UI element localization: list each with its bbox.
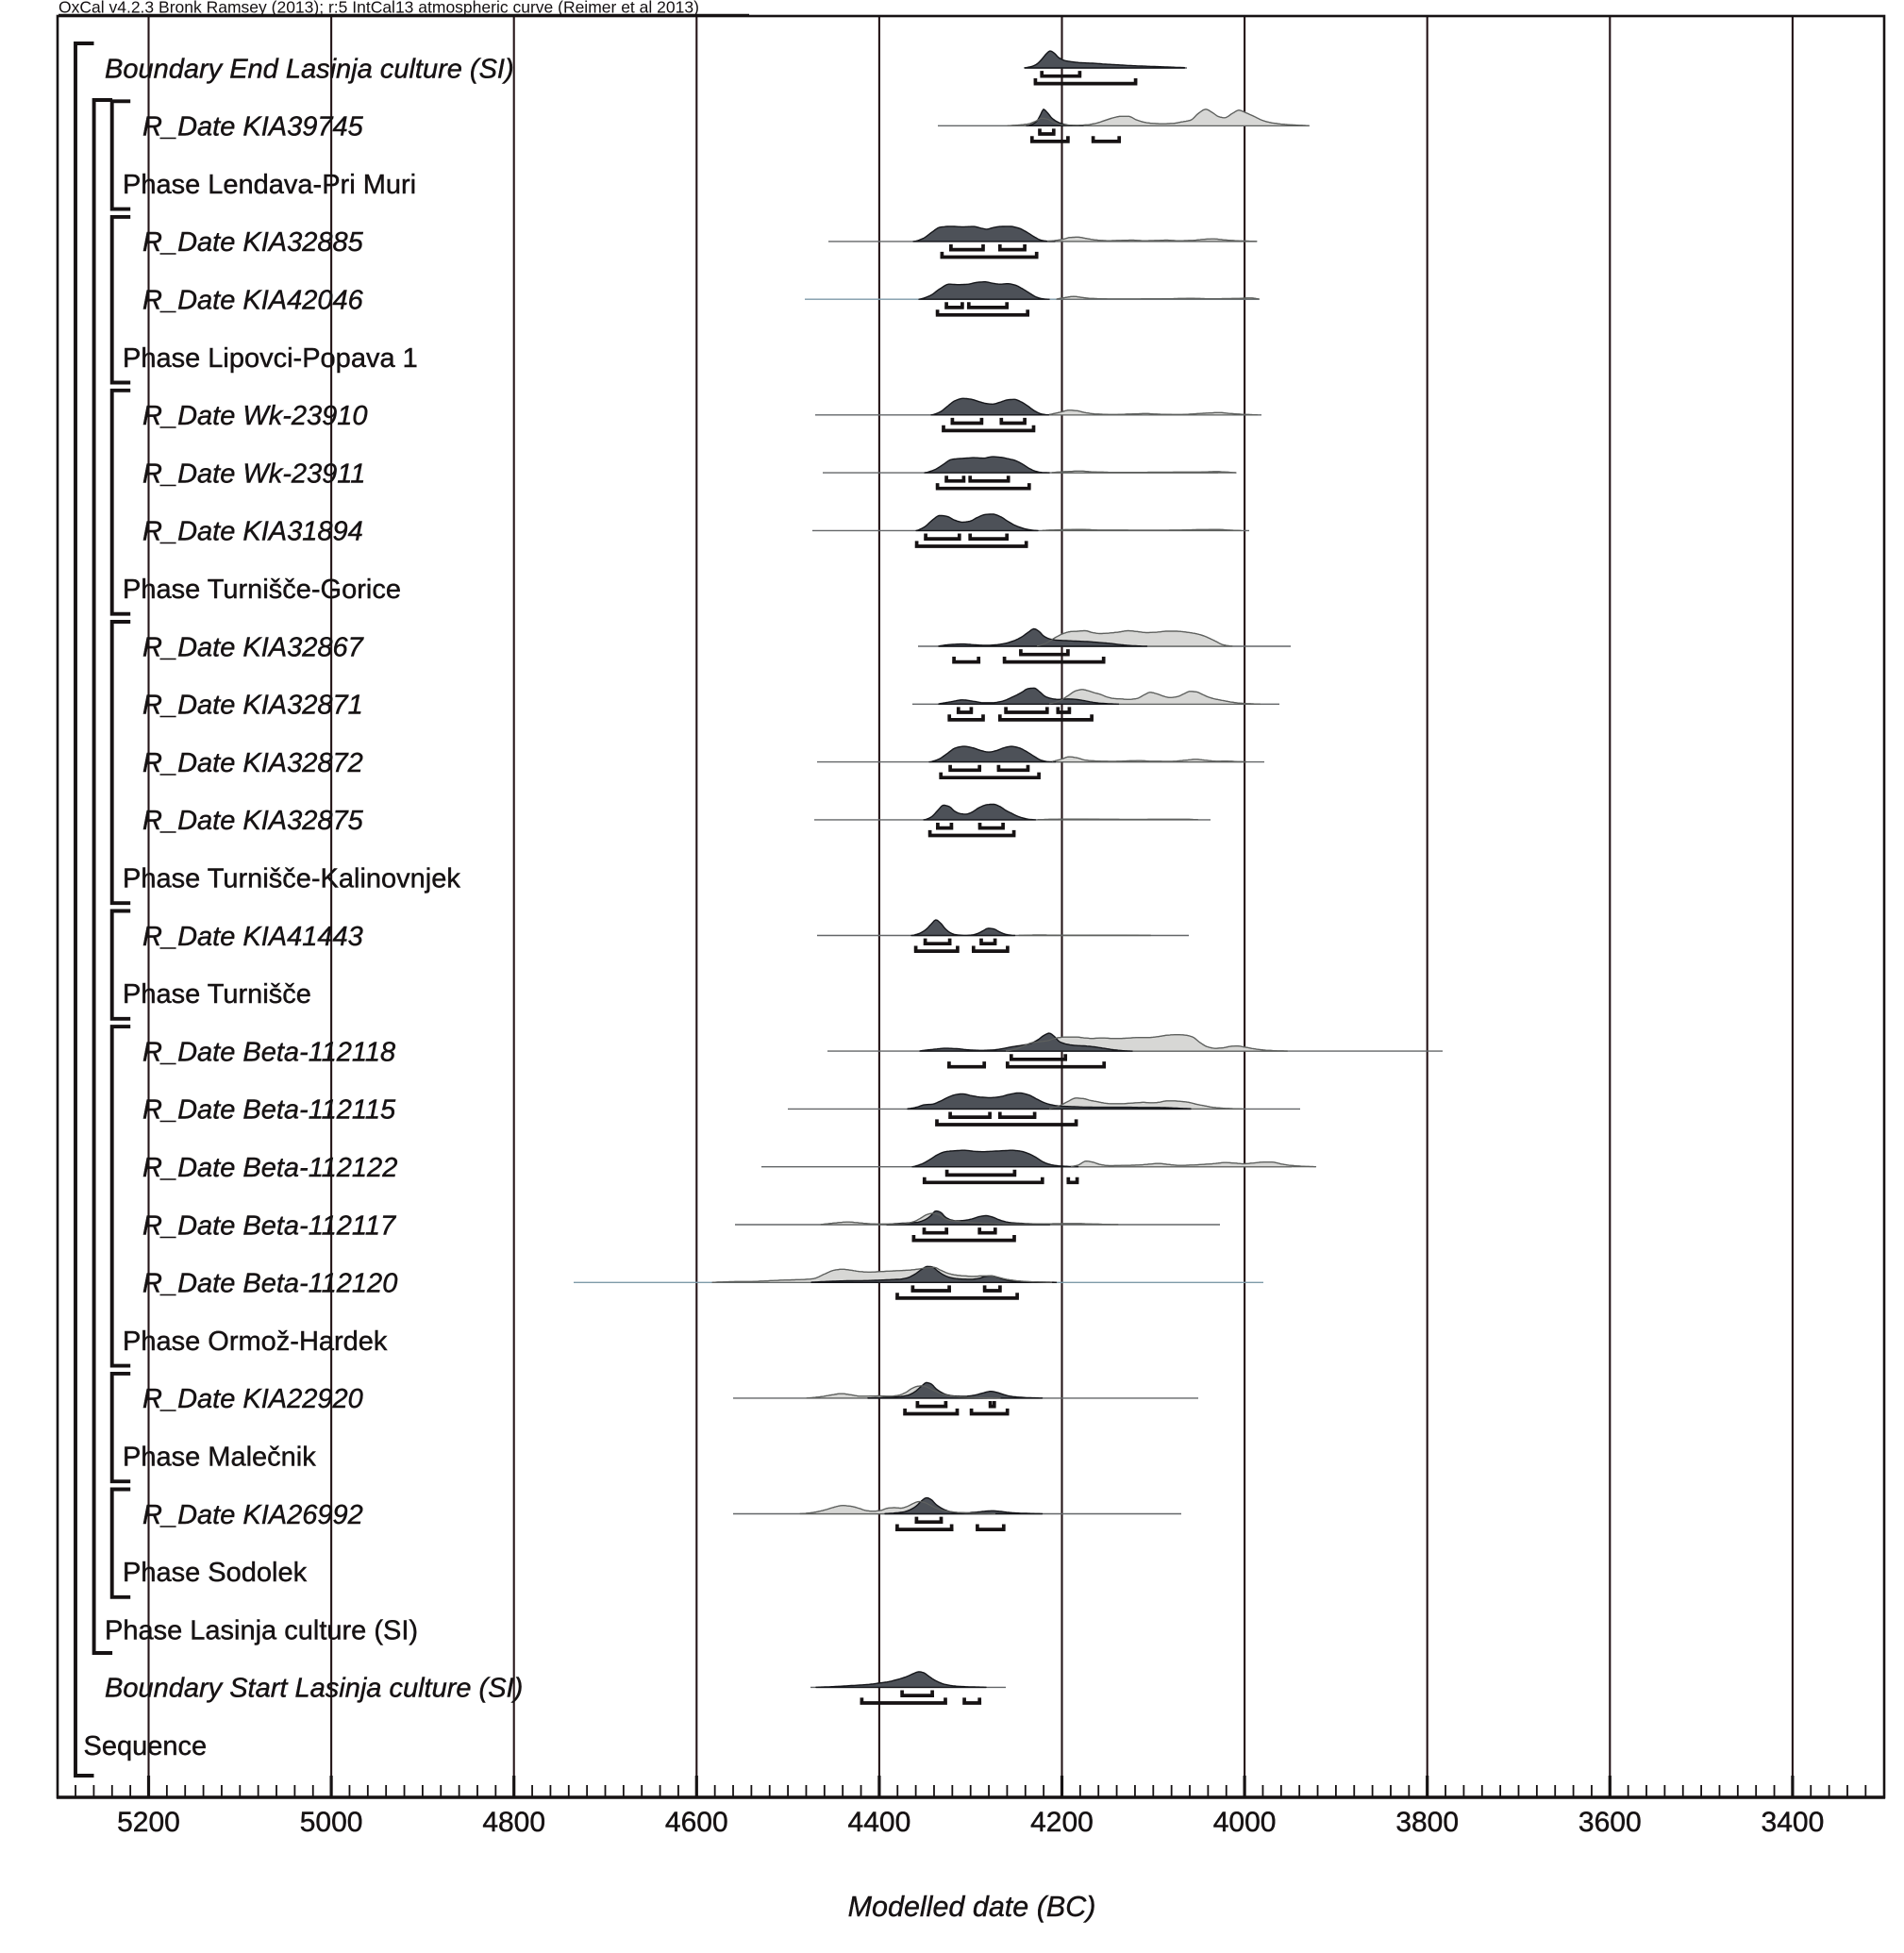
svg-text:R_Date KIA42046: R_Date KIA42046 xyxy=(142,286,364,316)
svg-text:Sequence: Sequence xyxy=(84,1731,208,1761)
svg-text:R_Date KIA32875: R_Date KIA32875 xyxy=(142,806,364,836)
svg-text:4800: 4800 xyxy=(482,1807,545,1838)
svg-text:Phase Turnišče: Phase Turnišče xyxy=(123,979,311,1010)
svg-text:Phase Lipovci-Popava 1: Phase Lipovci-Popava 1 xyxy=(123,343,418,374)
svg-text:R_Date KIA32867: R_Date KIA32867 xyxy=(142,632,365,662)
svg-text:R_Date KIA32872: R_Date KIA32872 xyxy=(142,748,363,778)
svg-text:R_Date KIA31894: R_Date KIA31894 xyxy=(142,517,363,547)
svg-text:R_Date KIA39745: R_Date KIA39745 xyxy=(142,112,364,142)
svg-text:R_Date Beta-112122: R_Date Beta-112122 xyxy=(142,1153,397,1183)
svg-text:4200: 4200 xyxy=(1030,1807,1094,1838)
svg-text:3400: 3400 xyxy=(1762,1807,1825,1838)
svg-text:R_Date Wk-23910: R_Date Wk-23910 xyxy=(142,401,368,431)
svg-text:Phase Lasinja culture (SI): Phase Lasinja culture (SI) xyxy=(105,1615,418,1645)
svg-text:4600: 4600 xyxy=(665,1807,728,1838)
svg-text:R_Date Beta-112115: R_Date Beta-112115 xyxy=(142,1095,396,1126)
svg-text:R_Date Beta-112117: R_Date Beta-112117 xyxy=(142,1210,397,1241)
svg-text:R_Date KIA22920: R_Date KIA22920 xyxy=(142,1384,363,1414)
svg-text:5000: 5000 xyxy=(300,1807,363,1838)
svg-text:Phase Sodolek: Phase Sodolek xyxy=(123,1558,308,1588)
svg-text:R_Date KIA32871: R_Date KIA32871 xyxy=(142,691,363,721)
svg-text:R_Date Beta-112118: R_Date Beta-112118 xyxy=(142,1037,395,1067)
svg-text:R_Date KIA26992: R_Date KIA26992 xyxy=(142,1500,363,1530)
svg-text:3600: 3600 xyxy=(1578,1807,1642,1838)
svg-text:Phase Ormož-Hardek: Phase Ormož-Hardek xyxy=(123,1327,388,1357)
svg-text:Boundary Start Lasinja culture: Boundary Start Lasinja culture (SI) xyxy=(105,1674,523,1704)
svg-text:R_Date KIA41443: R_Date KIA41443 xyxy=(142,922,363,952)
svg-text:4400: 4400 xyxy=(848,1807,911,1838)
svg-text:R_Date Beta-112120: R_Date Beta-112120 xyxy=(142,1269,397,1299)
svg-text:Phase Turnišče-Gorice: Phase Turnišče-Gorice xyxy=(123,575,401,605)
svg-text:Modelled date (BC): Modelled date (BC) xyxy=(848,1891,1096,1923)
svg-text:Phase Malečnik: Phase Malečnik xyxy=(123,1443,316,1473)
svg-text:Boundary End Lasinja culture (: Boundary End Lasinja culture (SI) xyxy=(105,54,514,84)
svg-text:3800: 3800 xyxy=(1395,1807,1459,1838)
svg-text:OxCal v4.2.3 Bronk Ramsey (201: OxCal v4.2.3 Bronk Ramsey (2013); r:5 In… xyxy=(58,0,699,17)
svg-text:5200: 5200 xyxy=(117,1807,180,1838)
svg-text:4000: 4000 xyxy=(1213,1807,1277,1838)
svg-text:R_Date KIA32885: R_Date KIA32885 xyxy=(142,227,364,258)
svg-text:R_Date Wk-23911: R_Date Wk-23911 xyxy=(142,459,365,489)
svg-text:Phase Turnišče-Kalinovnjek: Phase Turnišče-Kalinovnjek xyxy=(123,864,460,894)
svg-text:Phase Lendava-Pri Muri: Phase Lendava-Pri Muri xyxy=(123,170,416,200)
